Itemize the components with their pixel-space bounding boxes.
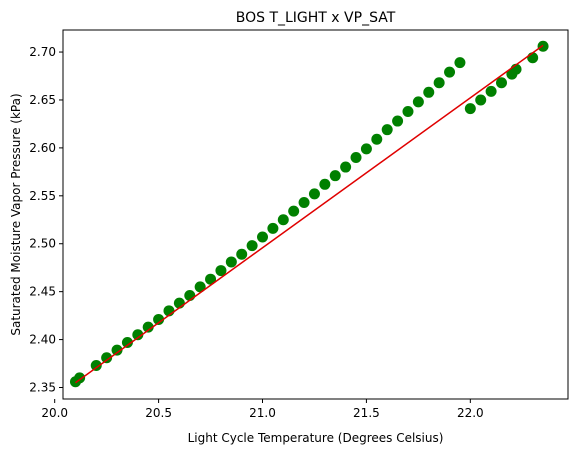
data-point — [485, 85, 497, 97]
fit-line — [75, 44, 544, 384]
data-point — [371, 133, 383, 145]
data-point — [454, 57, 466, 69]
y-axis: 2.35 2.40 2.45 2.50 2.55 2.60 2.65 2.70 — [29, 45, 63, 394]
data-point — [267, 222, 279, 234]
plot-frame — [62, 29, 569, 400]
data-point — [464, 103, 476, 115]
data-point — [142, 321, 154, 333]
data-point — [101, 352, 113, 364]
data-point — [423, 86, 435, 98]
y-axis-label: Saturated Moisture Vapor Pressure (kPa) — [9, 93, 23, 335]
x-axis-label: Light Cycle Temperature (Degrees Celsius… — [188, 431, 444, 445]
data-point — [74, 372, 86, 384]
data-point — [236, 248, 248, 260]
data-point — [121, 336, 133, 348]
y-tick-label: 2.50 — [29, 237, 56, 251]
x-tick-label: 20.0 — [41, 406, 68, 420]
x-tick-label: 22.0 — [457, 406, 484, 420]
y-tick-label: 2.35 — [29, 380, 56, 394]
data-point — [475, 94, 487, 106]
data-point — [402, 105, 414, 117]
data-point — [132, 329, 144, 341]
data-point — [350, 151, 362, 163]
data-point — [194, 281, 206, 293]
data-point — [257, 231, 269, 243]
data-point — [111, 344, 123, 356]
plot-area — [69, 40, 549, 388]
data-point — [205, 273, 217, 285]
data-point — [340, 161, 352, 173]
data-point — [360, 143, 372, 155]
data-point — [537, 40, 549, 52]
x-tick-label: 21.5 — [353, 406, 380, 420]
data-point — [412, 96, 424, 108]
data-point — [308, 188, 320, 200]
y-tick-label: 2.55 — [29, 189, 56, 203]
x-tick-label: 21.0 — [249, 406, 276, 420]
data-point — [246, 240, 258, 252]
data-point — [392, 115, 404, 127]
data-point — [215, 265, 227, 277]
data-point — [381, 124, 393, 136]
data-point — [433, 77, 445, 89]
data-point — [298, 197, 310, 209]
data-point — [288, 205, 300, 217]
data-point — [277, 214, 289, 226]
data-point — [495, 77, 507, 89]
x-axis: 20.0 20.5 21.0 21.5 22.0 — [41, 399, 484, 420]
y-tick-label: 2.40 — [29, 333, 56, 347]
y-tick-label: 2.70 — [29, 45, 56, 59]
data-point — [225, 256, 237, 268]
x-tick-label: 20.5 — [145, 406, 172, 420]
data-point — [153, 313, 165, 325]
y-tick-label: 2.65 — [29, 93, 56, 107]
y-tick-label: 2.45 — [29, 285, 56, 299]
data-point — [329, 170, 341, 182]
data-point — [319, 178, 331, 190]
y-tick-label: 2.60 — [29, 141, 56, 155]
data-point — [527, 52, 539, 64]
data-point — [90, 359, 102, 371]
chart-title: BOS T_LIGHT x VP_SAT — [236, 10, 396, 26]
data-point — [444, 66, 456, 78]
